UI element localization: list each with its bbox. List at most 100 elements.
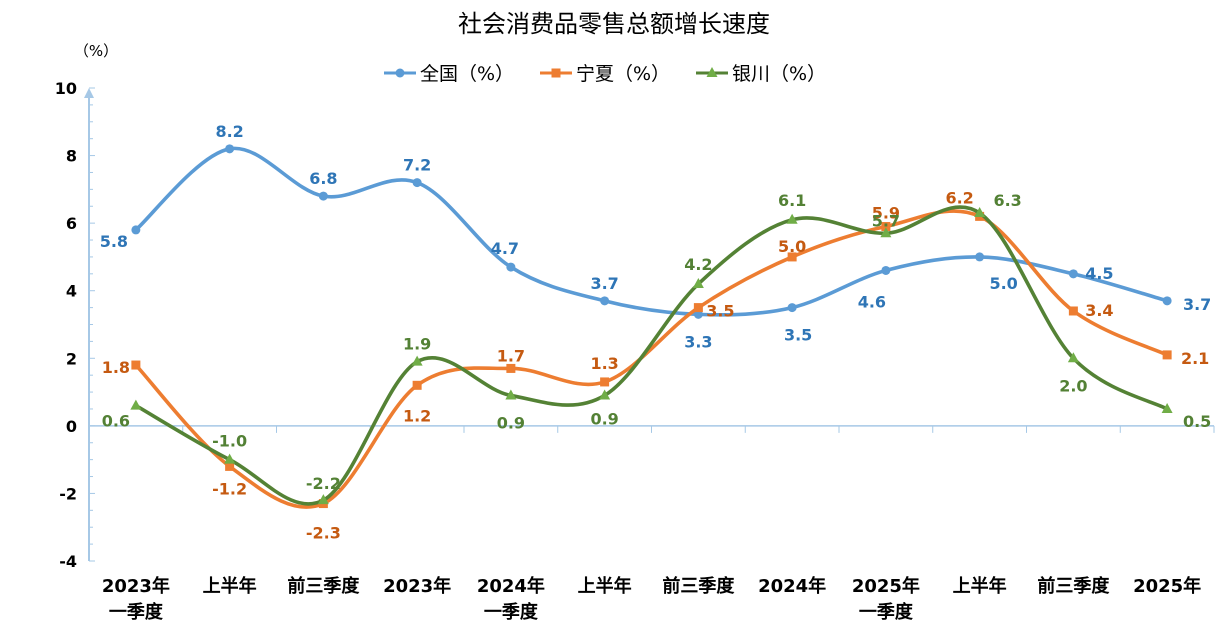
data-point (224, 453, 236, 464)
x-tick-label: 2024年一季度 (477, 575, 545, 623)
series-layer (130, 144, 1173, 509)
data-point (411, 355, 423, 366)
x-tick-label: 前三季度 (1037, 575, 1110, 597)
data-label: 2.1 (1181, 349, 1209, 368)
data-point (131, 360, 141, 370)
x-tick-label: 2024年 (758, 575, 826, 597)
axes: 10 8 6 4 2 0 -2 -4 2023年一季度 上半年 前三季度 2023年 2024年一季度 上… (55, 79, 1215, 623)
series-1 (131, 209, 1172, 509)
data-point (1068, 306, 1078, 316)
data-label: 6.3 (993, 191, 1021, 210)
data-label: 8.2 (215, 122, 243, 141)
chart-title: 社会消费品零售总额增长速度 (458, 10, 770, 38)
data-point (1068, 269, 1078, 279)
data-point (693, 303, 703, 313)
x-tick-label: 2023年 (383, 575, 451, 597)
data-point (599, 389, 611, 400)
legend-label: 全国（%） (420, 63, 514, 85)
y-axis-arrow (84, 88, 94, 98)
data-label: 2.0 (1059, 376, 1087, 395)
legend-label: 宁夏（%） (576, 63, 670, 85)
data-label: 5.7 (872, 211, 900, 230)
data-point (880, 227, 892, 238)
data-point (881, 265, 891, 275)
data-label: -2.2 (306, 474, 341, 493)
x-tick-label: 2023年一季度 (102, 575, 170, 623)
data-point (225, 144, 235, 154)
data-label: 5.8 (100, 232, 128, 251)
data-point (600, 296, 610, 306)
data-label: 1.8 (102, 358, 130, 377)
data-label: 6.2 (945, 188, 973, 207)
data-label: -1.0 (212, 432, 247, 451)
data-point (317, 494, 329, 505)
y-tick-label: 4 (66, 282, 77, 301)
legend-swatch-marker (706, 67, 718, 77)
legend-swatch-marker (551, 68, 561, 78)
x-tick-label: 前三季度 (662, 575, 735, 597)
data-point (412, 178, 422, 188)
data-label: 4.2 (684, 255, 712, 274)
data-label: 0.9 (497, 413, 525, 432)
data-point (881, 222, 891, 232)
x-tick-label: 上半年 (578, 575, 632, 597)
data-point (786, 213, 798, 224)
data-label: -1.2 (212, 479, 247, 498)
data-point (506, 262, 516, 272)
legend-label: 银川（%） (732, 63, 826, 85)
legend-item: 宁夏（%） (540, 63, 670, 85)
data-point (692, 277, 704, 288)
data-label: 3.4 (1085, 301, 1113, 320)
x-tick-label: 2025年一季度 (852, 575, 920, 623)
data-label: -2.3 (306, 524, 341, 543)
legend-item: 全国（%） (384, 63, 514, 85)
y-tick-label: -2 (59, 484, 77, 503)
data-label: 5.0 (778, 237, 806, 256)
data-point (1162, 296, 1172, 306)
data-label: 1.7 (497, 346, 525, 365)
data-labels: 5.8 8.2 6.8 7.2 4.7 3.7 3.3 3.5 4.6 5.0 4.5 3.7 1.8 -… (100, 122, 1212, 543)
data-label: 3.7 (590, 274, 618, 293)
data-point (1162, 350, 1172, 360)
data-point (1067, 352, 1079, 363)
y-tick-label: 10 (55, 79, 77, 98)
data-point (318, 191, 328, 201)
data-point (787, 252, 797, 262)
data-label: 5.0 (989, 274, 1017, 293)
data-point (787, 303, 797, 313)
legend-swatch-marker (395, 68, 405, 78)
data-point (505, 389, 517, 400)
data-point (975, 252, 985, 262)
x-tick-label: 上半年 (953, 575, 1007, 597)
data-label: 4.6 (858, 292, 886, 311)
data-label: 0.6 (102, 412, 130, 431)
data-point (693, 309, 703, 319)
data-label: 7.2 (403, 156, 431, 175)
data-point (130, 399, 142, 410)
data-label: 6.8 (309, 169, 337, 188)
data-label: 1.2 (403, 406, 431, 425)
series-2 (130, 205, 1173, 506)
data-point (974, 207, 986, 218)
y-tick-label: 8 (66, 147, 77, 166)
data-label: 3.7 (1183, 295, 1211, 314)
data-point (506, 363, 516, 373)
data-point (131, 225, 141, 235)
data-label: 1.3 (590, 354, 618, 373)
x-tick-label: 前三季度 (287, 575, 360, 597)
data-point (225, 461, 235, 471)
data-label: 3.5 (784, 326, 812, 345)
legend: 全国（%） 宁夏（%） 银川（%） (384, 63, 826, 85)
x-tick-label: 2025年 (1133, 575, 1201, 597)
data-label: 1.9 (403, 335, 431, 354)
data-label: 6.1 (778, 191, 806, 210)
x-tick-label: 上半年 (203, 575, 257, 597)
y-tick-label: 6 (66, 214, 77, 233)
y-unit-label: （%） (74, 42, 118, 60)
legend-item: 银川（%） (696, 63, 826, 85)
data-label: 4.7 (491, 239, 519, 258)
data-point (600, 377, 610, 387)
y-tick-label: 0 (66, 417, 77, 436)
y-tick-label: 2 (66, 349, 77, 368)
